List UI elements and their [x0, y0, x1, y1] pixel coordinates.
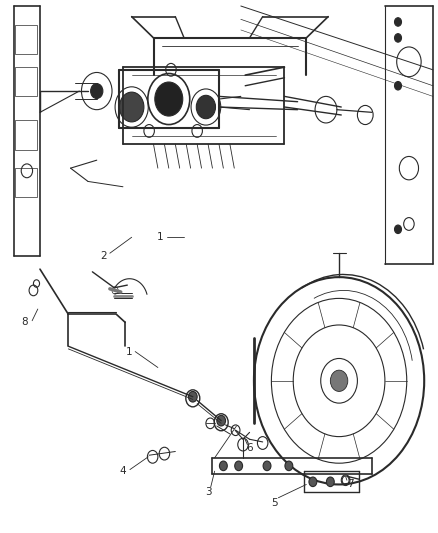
Circle shape	[155, 82, 183, 116]
Text: 1: 1	[126, 346, 133, 357]
Circle shape	[330, 370, 348, 391]
Bar	[15, 120, 37, 150]
Circle shape	[326, 477, 334, 487]
Circle shape	[263, 461, 271, 471]
Circle shape	[235, 461, 243, 471]
Bar	[15, 25, 37, 54]
Circle shape	[395, 34, 402, 42]
Text: 8: 8	[21, 317, 28, 327]
Text: 5: 5	[271, 498, 278, 508]
Circle shape	[188, 391, 197, 402]
Text: 3: 3	[205, 488, 212, 497]
Circle shape	[219, 461, 227, 471]
Text: 6: 6	[246, 443, 253, 453]
Circle shape	[196, 95, 215, 119]
Text: 1: 1	[157, 232, 163, 243]
Bar	[15, 67, 37, 96]
Text: 7: 7	[346, 480, 353, 489]
Circle shape	[217, 415, 226, 426]
Circle shape	[120, 92, 144, 122]
Text: 4: 4	[120, 466, 126, 476]
Circle shape	[395, 225, 402, 233]
Circle shape	[395, 18, 402, 26]
Bar	[15, 168, 37, 197]
Circle shape	[91, 84, 103, 99]
Circle shape	[309, 477, 317, 487]
Text: 2: 2	[100, 251, 106, 261]
Circle shape	[285, 461, 293, 471]
Circle shape	[395, 82, 402, 90]
